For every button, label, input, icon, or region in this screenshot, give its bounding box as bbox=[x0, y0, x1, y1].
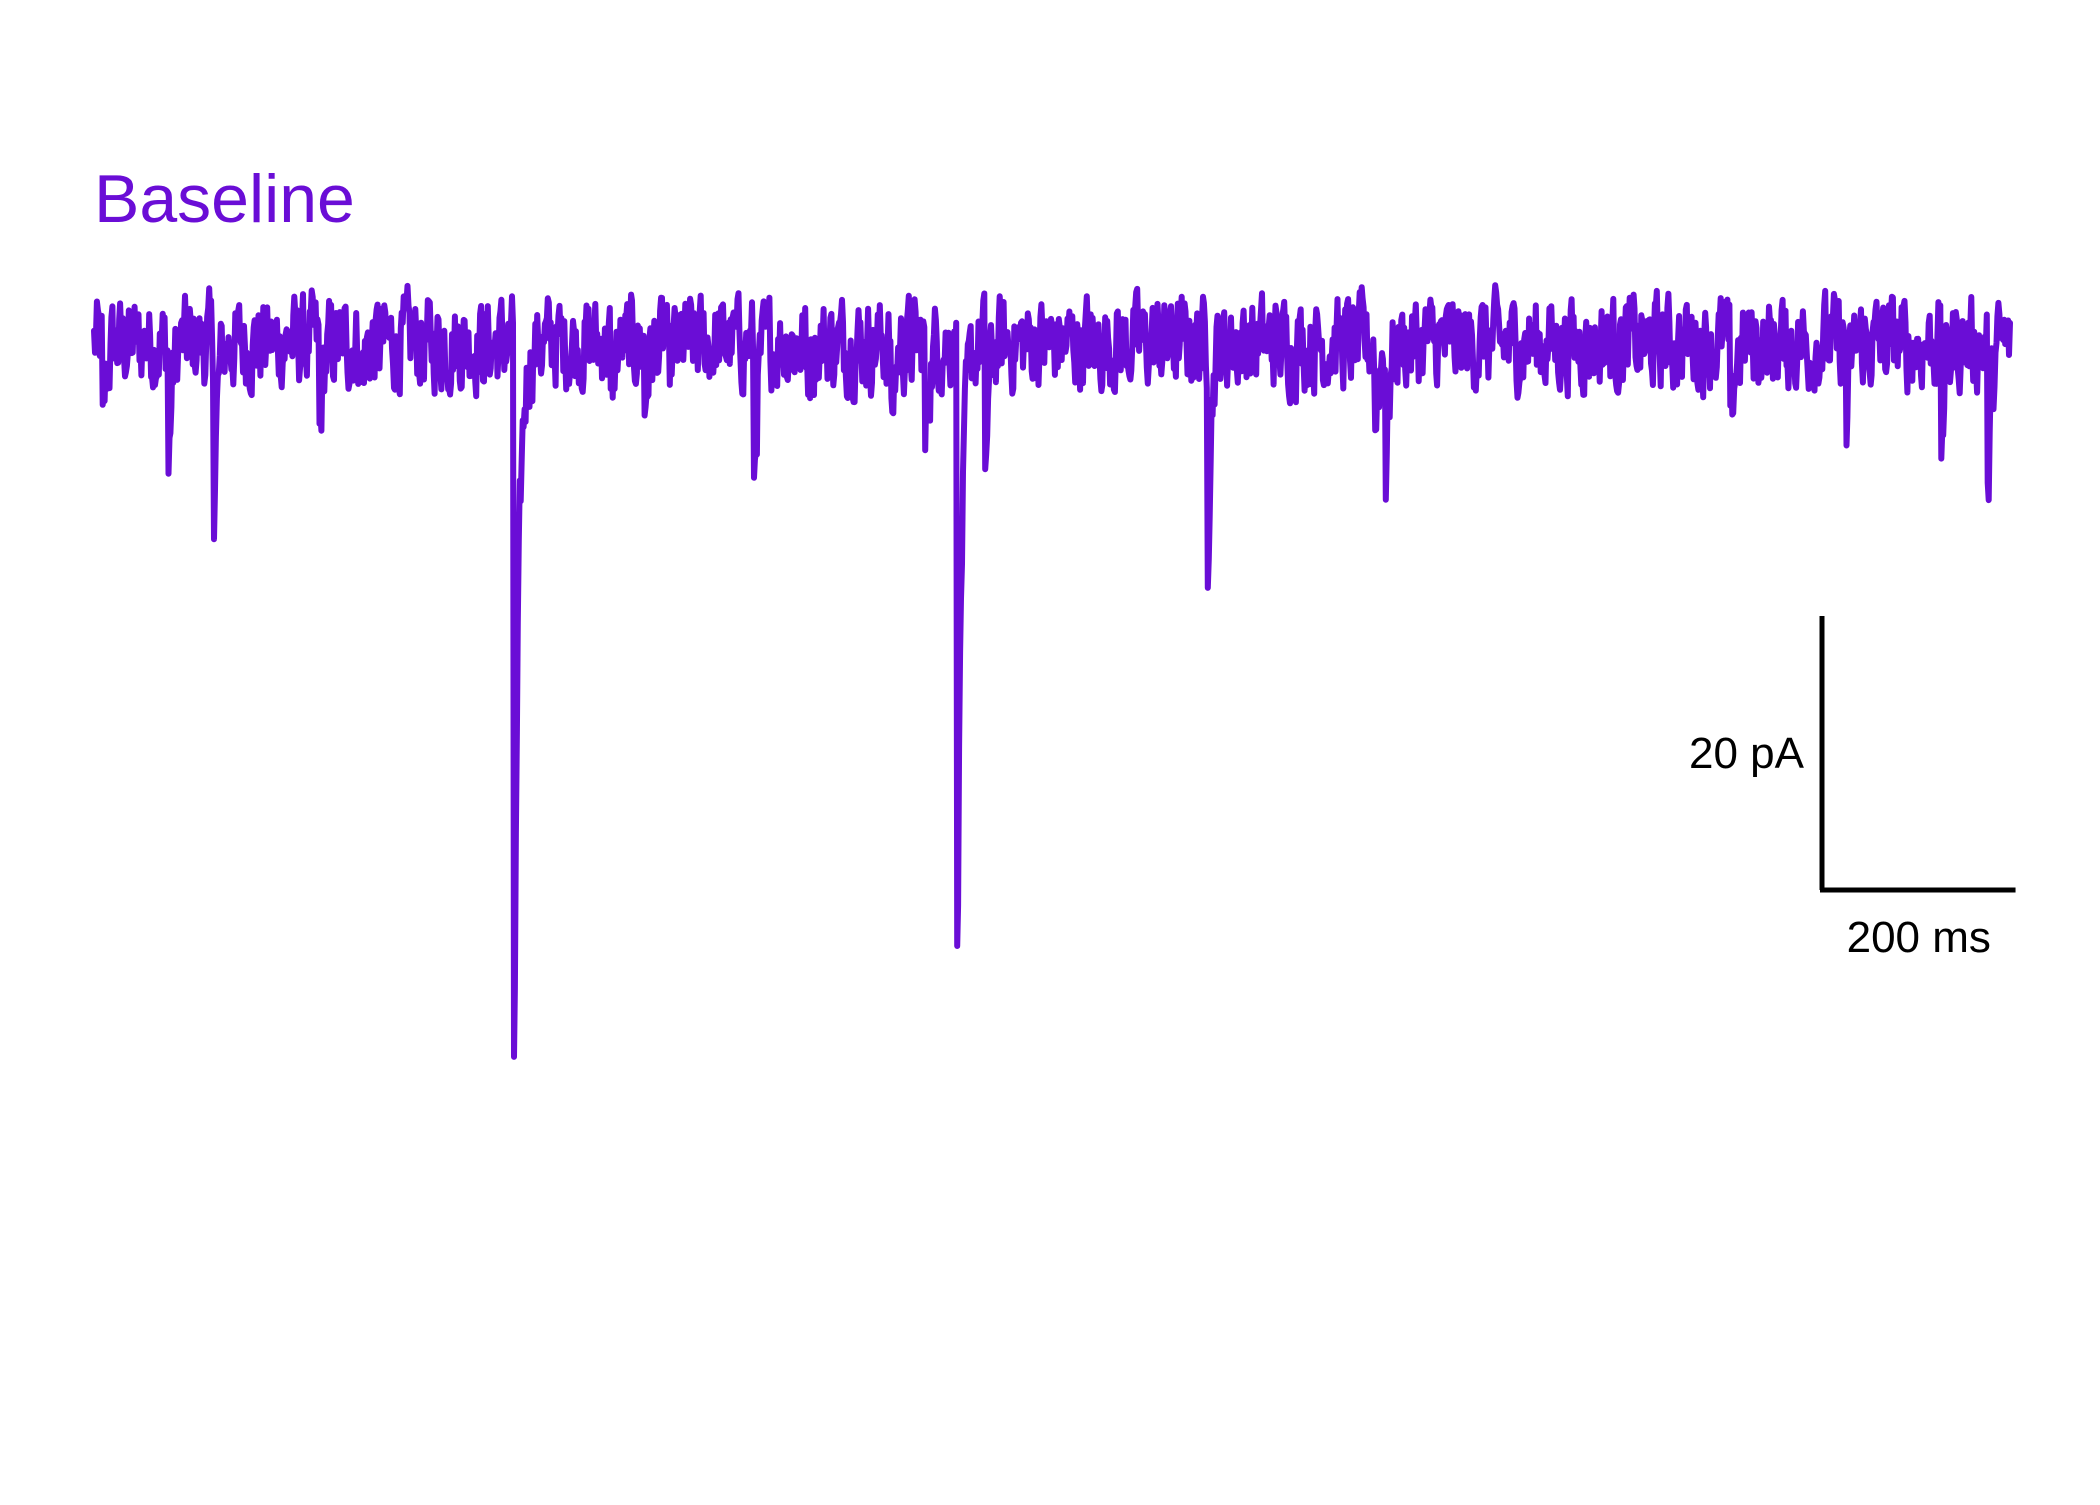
scale-bar-x-label: 200 ms bbox=[1847, 913, 1991, 962]
scale-bar-y-label: 20 pA bbox=[1689, 729, 1805, 778]
trace-title: Baseline bbox=[94, 161, 355, 237]
scale-bar: 20 pA 200 ms bbox=[1689, 616, 2016, 962]
current-trace bbox=[91, 282, 2013, 1060]
